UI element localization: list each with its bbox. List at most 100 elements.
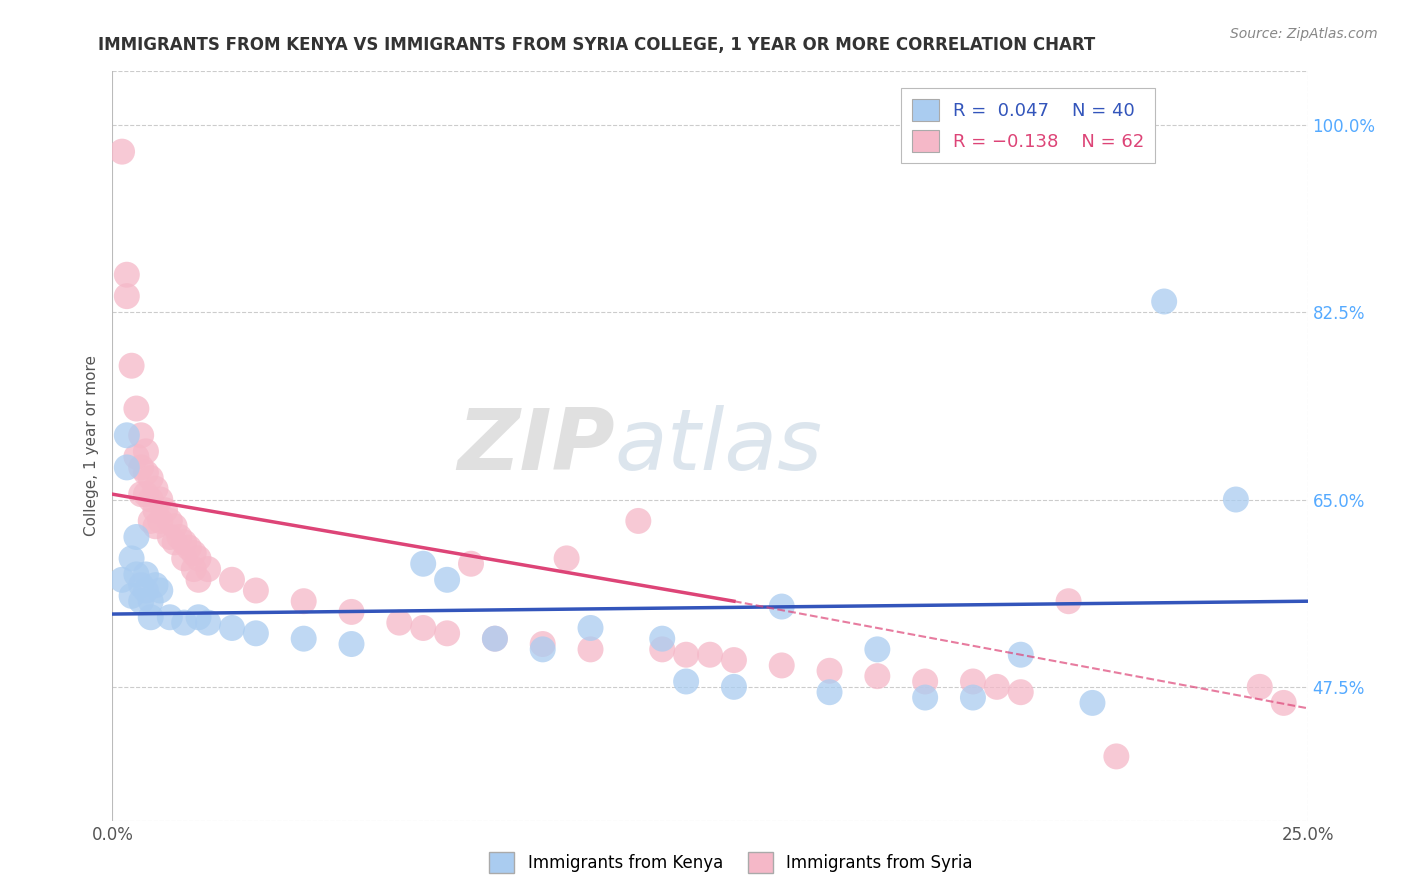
Point: [163, 535, 186, 549]
Point: [149, 492, 172, 507]
Point: [675, 674, 697, 689]
Point: [139, 471, 162, 485]
Text: ZIP: ZIP: [457, 404, 614, 488]
Point: [770, 658, 793, 673]
Point: [914, 674, 936, 689]
Point: [460, 557, 482, 571]
Point: [125, 450, 148, 464]
Point: [129, 594, 152, 608]
Point: [1010, 685, 1032, 699]
Point: [699, 648, 721, 662]
Point: [125, 567, 148, 582]
Point: [914, 690, 936, 705]
Point: [163, 519, 186, 533]
Point: [115, 289, 138, 303]
Point: [135, 567, 157, 582]
Point: [388, 615, 411, 630]
Point: [139, 610, 162, 624]
Point: [115, 428, 138, 442]
Point: [125, 530, 148, 544]
Point: [1057, 594, 1080, 608]
Point: [187, 551, 209, 566]
Point: [125, 401, 148, 416]
Point: [121, 551, 143, 566]
Point: [818, 664, 841, 678]
Point: [129, 487, 152, 501]
Point: [129, 578, 152, 592]
Point: [1153, 294, 1175, 309]
Point: [135, 583, 157, 598]
Point: [139, 514, 162, 528]
Point: [121, 589, 143, 603]
Point: [579, 642, 602, 657]
Point: [412, 621, 434, 635]
Point: [579, 621, 602, 635]
Point: [292, 632, 315, 646]
Point: [159, 610, 181, 624]
Point: [121, 359, 143, 373]
Y-axis label: College, 1 year or more: College, 1 year or more: [83, 356, 98, 536]
Point: [145, 519, 167, 533]
Point: [1010, 648, 1032, 662]
Point: [135, 444, 157, 458]
Point: [627, 514, 650, 528]
Point: [962, 674, 984, 689]
Text: IMMIGRANTS FROM KENYA VS IMMIGRANTS FROM SYRIA COLLEGE, 1 YEAR OR MORE CORRELATI: IMMIGRANTS FROM KENYA VS IMMIGRANTS FROM…: [98, 36, 1095, 54]
Point: [187, 573, 209, 587]
Point: [986, 680, 1008, 694]
Point: [1105, 749, 1128, 764]
Point: [149, 514, 172, 528]
Point: [135, 466, 157, 480]
Point: [484, 632, 506, 646]
Point: [173, 535, 195, 549]
Point: [221, 573, 243, 587]
Point: [139, 492, 162, 507]
Point: [159, 530, 181, 544]
Point: [129, 428, 152, 442]
Point: [555, 551, 578, 566]
Point: [1249, 680, 1271, 694]
Point: [340, 637, 363, 651]
Point: [115, 268, 138, 282]
Point: [723, 680, 745, 694]
Point: [111, 145, 134, 159]
Point: [139, 594, 162, 608]
Point: [531, 642, 554, 657]
Point: [723, 653, 745, 667]
Point: [818, 685, 841, 699]
Legend: R =  0.047    N = 40, R = −0.138    N = 62: R = 0.047 N = 40, R = −0.138 N = 62: [901, 88, 1156, 162]
Point: [245, 583, 267, 598]
Point: [436, 573, 458, 587]
Point: [1081, 696, 1104, 710]
Point: [412, 557, 434, 571]
Point: [436, 626, 458, 640]
Point: [292, 594, 315, 608]
Point: [221, 621, 243, 635]
Point: [115, 460, 138, 475]
Point: [177, 541, 200, 555]
Point: [675, 648, 697, 662]
Point: [651, 642, 673, 657]
Point: [173, 615, 195, 630]
Point: [145, 503, 167, 517]
Point: [1225, 492, 1247, 507]
Text: atlas: atlas: [614, 404, 823, 488]
Point: [153, 503, 176, 517]
Point: [173, 551, 195, 566]
Point: [866, 642, 889, 657]
Point: [169, 530, 191, 544]
Point: [129, 460, 152, 475]
Point: [962, 690, 984, 705]
Point: [770, 599, 793, 614]
Point: [149, 583, 172, 598]
Point: [183, 562, 205, 576]
Point: [145, 482, 167, 496]
Point: [111, 573, 134, 587]
Point: [159, 514, 181, 528]
Point: [197, 562, 219, 576]
Point: [866, 669, 889, 683]
Point: [531, 637, 554, 651]
Text: Source: ZipAtlas.com: Source: ZipAtlas.com: [1230, 27, 1378, 41]
Point: [187, 610, 209, 624]
Point: [145, 578, 167, 592]
